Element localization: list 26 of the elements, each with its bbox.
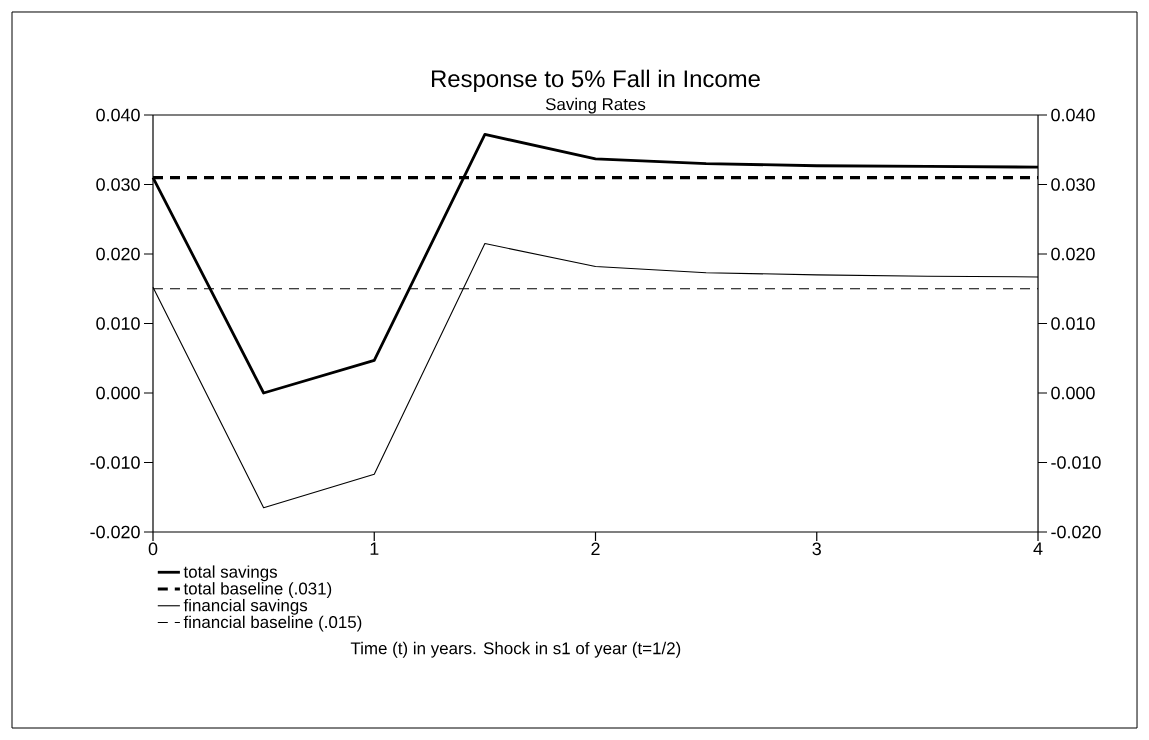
y-tick-label: 0.040 bbox=[96, 108, 140, 122]
y2-tick-label: 0.000 bbox=[1051, 386, 1095, 400]
legend-label: total savings bbox=[183, 565, 277, 582]
y-tick-label: -0.010 bbox=[90, 456, 140, 469]
y2-tick-label: 0.020 bbox=[1051, 247, 1095, 261]
y2-tick-label: 0.030 bbox=[1051, 178, 1095, 191]
y2-tick-label: -0.010 bbox=[1051, 456, 1101, 469]
y-tick-label: 0.020 bbox=[96, 247, 140, 261]
y-tick-label: -0.020 bbox=[90, 525, 140, 539]
x-tick-label: 0 bbox=[148, 542, 158, 556]
chart-title: Response to 5% Fall in Income bbox=[432, 69, 760, 92]
y-tick-label: 0.010 bbox=[96, 317, 140, 330]
y2-tick-label: 0.040 bbox=[1051, 108, 1095, 122]
x-tick-label: 4 bbox=[1033, 542, 1043, 555]
y2-tick-label: -0.020 bbox=[1051, 525, 1101, 539]
y2-tick-label: 0.010 bbox=[1051, 317, 1095, 330]
y-tick-label: 0.030 bbox=[96, 178, 140, 191]
legend-label: total baseline (.031) bbox=[183, 582, 332, 598]
text: Time (t) in years. Shock in s1 of year (t=1/2) bbox=[350, 641, 681, 658]
x-tick-label: 2 bbox=[591, 542, 600, 556]
x-tick-label: 3 bbox=[812, 542, 821, 556]
legend-label: financial baseline (.015) bbox=[183, 615, 362, 632]
x-tick-label: 1 bbox=[370, 542, 379, 555]
y-tick-label: 0.000 bbox=[96, 386, 140, 400]
legend-label: financial savings bbox=[183, 598, 308, 615]
chart-subtitle: Saving Rates bbox=[545, 97, 646, 114]
